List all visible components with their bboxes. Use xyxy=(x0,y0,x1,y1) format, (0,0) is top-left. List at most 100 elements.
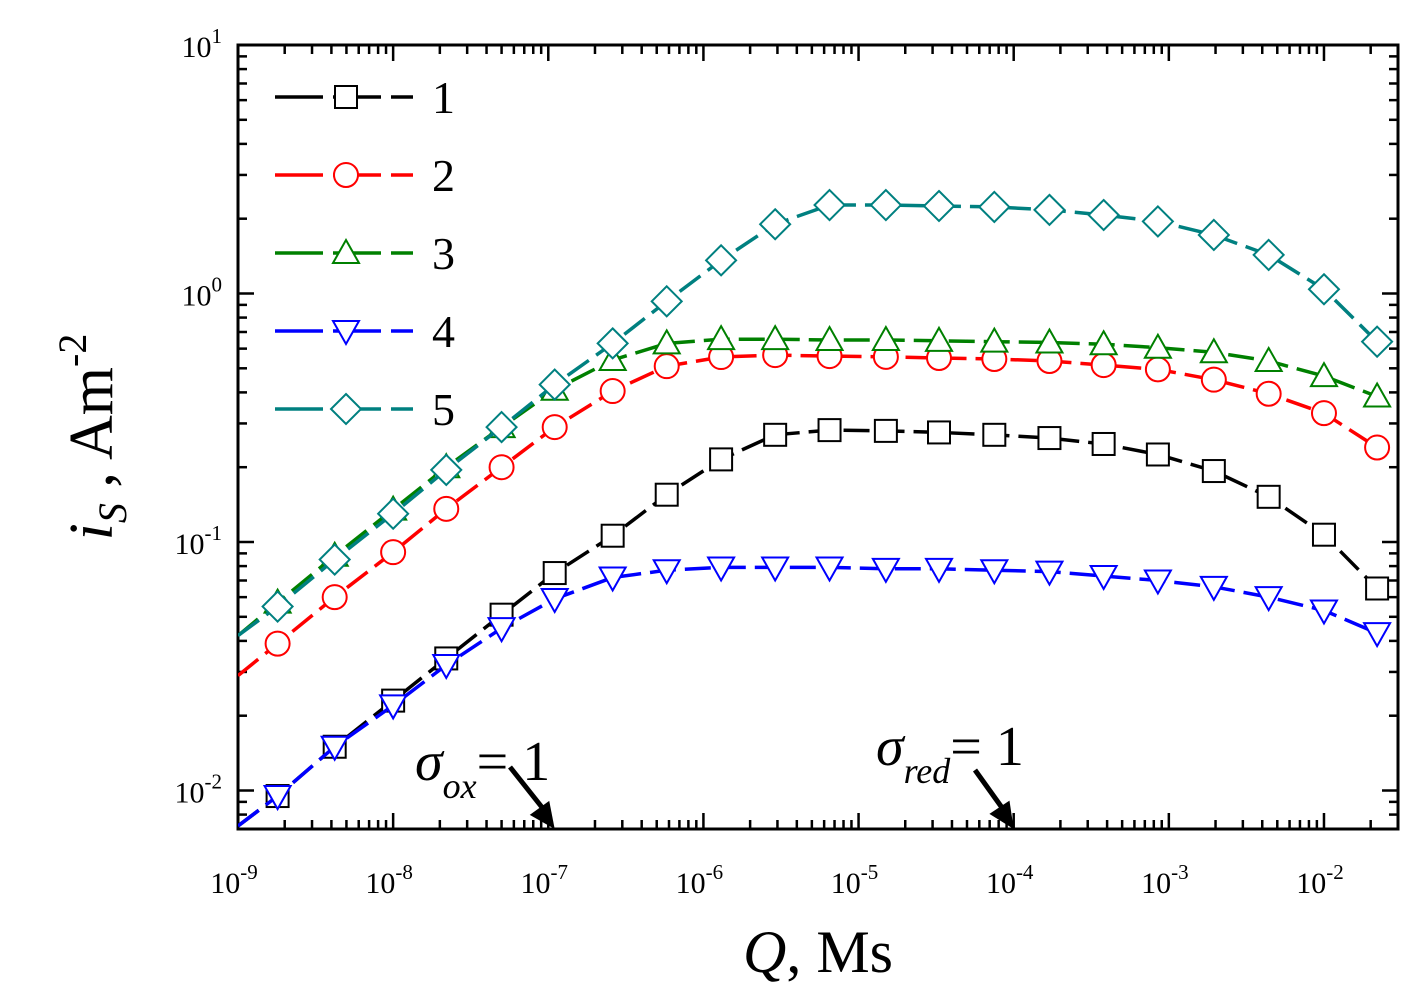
legend-label: 1 xyxy=(432,72,455,123)
data-point-5 xyxy=(1087,198,1121,232)
data-point-5 xyxy=(429,453,463,487)
data-point-3 xyxy=(706,324,736,351)
x-tick-label: 10-6 xyxy=(676,860,724,900)
data-point-3 xyxy=(814,324,845,351)
data-point-2 xyxy=(1255,380,1282,407)
legend-item-1: 1 xyxy=(275,72,455,123)
y-axis-title: iS , Am-2 xyxy=(50,334,135,541)
data-point-4 xyxy=(1088,564,1119,592)
series-line-3 xyxy=(238,337,1378,637)
data-point-5 xyxy=(1252,238,1286,272)
data-point-1 xyxy=(600,523,625,548)
arrow-head xyxy=(529,800,555,829)
x-tick-label: 10-9 xyxy=(210,860,258,900)
data-point-4 xyxy=(597,566,628,593)
legend: 1 2 3 4 5 xyxy=(275,72,455,435)
annotation-red: σred= 1 xyxy=(876,716,1024,829)
y-tick-label: 101 xyxy=(182,24,223,64)
data-point-4 xyxy=(871,557,901,584)
data-point-2 xyxy=(653,353,680,380)
data-point-2 xyxy=(488,454,515,481)
x-tick-label: 10-4 xyxy=(986,860,1034,900)
annotation-label: σox= 1 xyxy=(415,731,550,806)
series-line-5 xyxy=(238,203,1379,638)
series-line-1 xyxy=(238,428,1379,828)
legend-label: 2 xyxy=(432,150,455,201)
x-tick-label: 10-5 xyxy=(831,860,879,900)
data-point-5 xyxy=(758,207,792,241)
annotations: σox= 1 σred= 1 xyxy=(415,716,1024,829)
data-point-4 xyxy=(1362,622,1392,649)
data-point-5 xyxy=(704,243,738,277)
data-point-5 xyxy=(318,543,352,576)
data-point-2 xyxy=(541,414,568,441)
data-point-5 xyxy=(1307,272,1341,306)
y-tick-label: 10-2 xyxy=(175,770,223,810)
data-point-5 xyxy=(922,189,956,223)
data-point-4 xyxy=(539,587,570,614)
annotation-ox: σox= 1 xyxy=(415,731,555,829)
data-point-4 xyxy=(814,556,845,583)
arrow-head xyxy=(989,800,1014,829)
series-line-4 xyxy=(238,565,1378,828)
data-point-3 xyxy=(1253,345,1284,373)
series-4 xyxy=(238,556,1392,828)
data-point-3 xyxy=(1088,329,1119,356)
legend-marker xyxy=(334,85,358,109)
data-point-3 xyxy=(871,324,901,351)
data-point-5 xyxy=(261,590,295,623)
data-point-3 xyxy=(1143,332,1173,359)
legend-marker xyxy=(331,237,361,264)
data-point-3 xyxy=(1309,361,1339,388)
data-point-2 xyxy=(1364,434,1391,461)
data-point-2 xyxy=(1144,356,1171,383)
data-point-2 xyxy=(1090,352,1117,379)
data-point-5 xyxy=(376,497,410,531)
legend-label: 5 xyxy=(432,384,455,435)
data-point-1 xyxy=(927,420,952,445)
data-point-5 xyxy=(1033,193,1066,227)
data-point-4 xyxy=(652,559,682,586)
data-point-1 xyxy=(817,418,842,443)
x-tick-label: 10-7 xyxy=(521,860,569,900)
data-point-4 xyxy=(924,557,954,584)
data-point-1 xyxy=(1145,442,1170,467)
data-point-4 xyxy=(1034,560,1065,587)
data-point-2 xyxy=(1310,400,1337,427)
data-point-1 xyxy=(1091,431,1116,456)
data-point-4 xyxy=(1199,575,1229,602)
legend-label: 4 xyxy=(432,306,455,357)
data-point-4 xyxy=(486,617,517,644)
data-point-5 xyxy=(538,368,572,402)
data-point-1 xyxy=(654,482,679,507)
data-point-2 xyxy=(321,584,348,611)
data-point-2 xyxy=(599,378,626,405)
legend-label: 3 xyxy=(432,228,455,279)
data-point-1 xyxy=(542,561,567,586)
x-tick-label: 10-2 xyxy=(1296,860,1344,900)
data-point-4 xyxy=(760,556,790,583)
y-tick-label: 10-1 xyxy=(175,521,223,561)
data-point-1 xyxy=(709,447,734,472)
data-point-2 xyxy=(264,630,291,657)
data-point-4 xyxy=(262,785,293,812)
data-point-5 xyxy=(1360,325,1394,359)
data-point-3 xyxy=(924,325,954,352)
data-point-5 xyxy=(869,188,903,222)
data-point-1 xyxy=(1311,522,1336,547)
legend-item-4: 4 xyxy=(275,306,455,357)
data-point-1 xyxy=(1201,459,1226,484)
data-point-4 xyxy=(319,735,350,762)
legend-marker xyxy=(333,162,359,188)
data-point-5 xyxy=(485,410,518,444)
data-point-2 xyxy=(433,495,460,522)
x-axis-title: Q, Ms xyxy=(743,919,893,985)
data-point-3 xyxy=(760,324,790,351)
series-2 xyxy=(238,342,1391,677)
legend-item-3: 3 xyxy=(275,228,455,279)
data-point-4 xyxy=(1253,586,1284,613)
data-point-1 xyxy=(1256,484,1281,509)
data-point-3 xyxy=(1362,381,1392,408)
data-point-4 xyxy=(1309,599,1339,626)
